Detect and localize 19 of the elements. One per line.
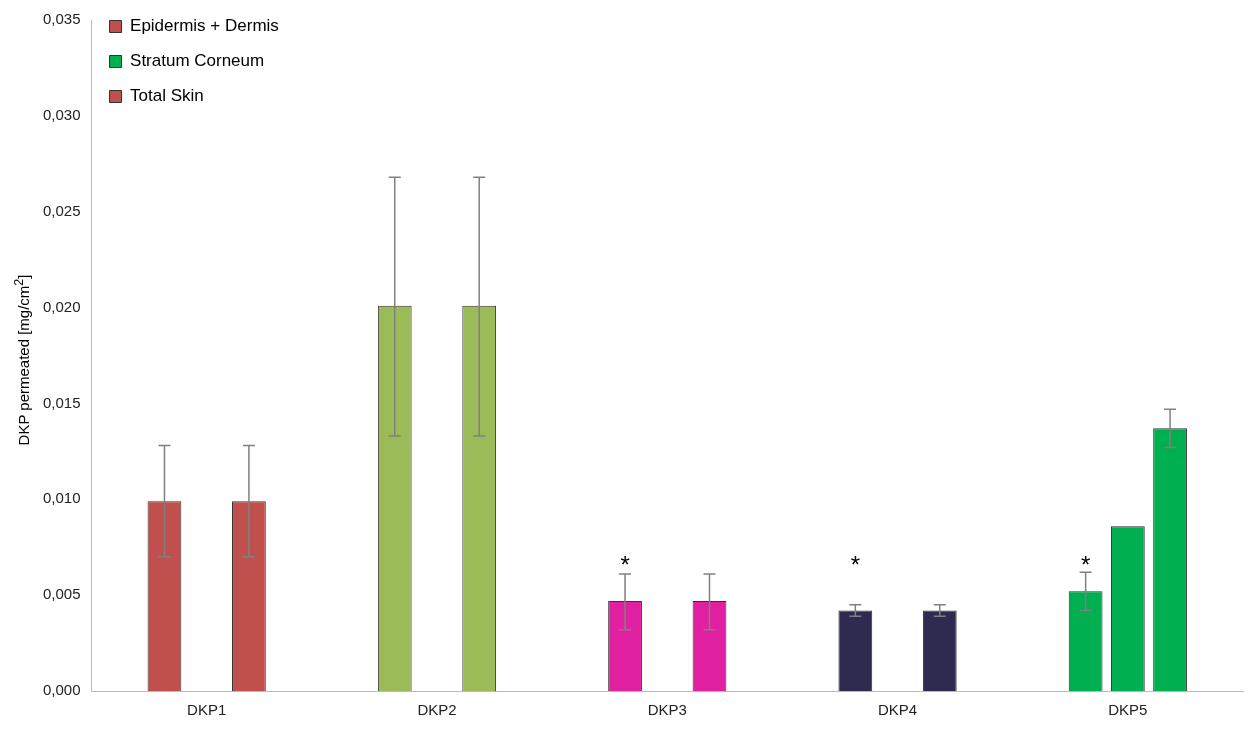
x-tick-label: DKP4 — [877, 701, 918, 719]
y-tick-label: 0,010 — [42, 489, 81, 507]
legend-label: Stratum Corneum — [130, 51, 265, 71]
annotation: * — [620, 550, 630, 578]
legend-label: Epidermis + Dermis — [130, 16, 279, 36]
y-tick-label: 0,020 — [42, 297, 81, 315]
x-tick-label: DKP1 — [187, 701, 227, 719]
annotation: * — [1080, 550, 1091, 578]
legend-label: Total Skin — [130, 86, 204, 106]
x-tick-label: DKP3 — [647, 701, 687, 719]
y-tick-label: 0,025 — [42, 201, 81, 219]
y-tick-label: 0,000 — [42, 681, 81, 699]
y-tick-label: 0,035 — [42, 10, 81, 28]
x-tick-label: DKP2 — [417, 701, 457, 719]
y-tick-label: 0,005 — [42, 585, 81, 603]
annotation: * — [850, 550, 861, 578]
y-tick-label: 0,030 — [42, 106, 81, 123]
y-tick-label: 0,015 — [42, 393, 81, 411]
x-tick-label: DKP5 — [1108, 701, 1148, 719]
